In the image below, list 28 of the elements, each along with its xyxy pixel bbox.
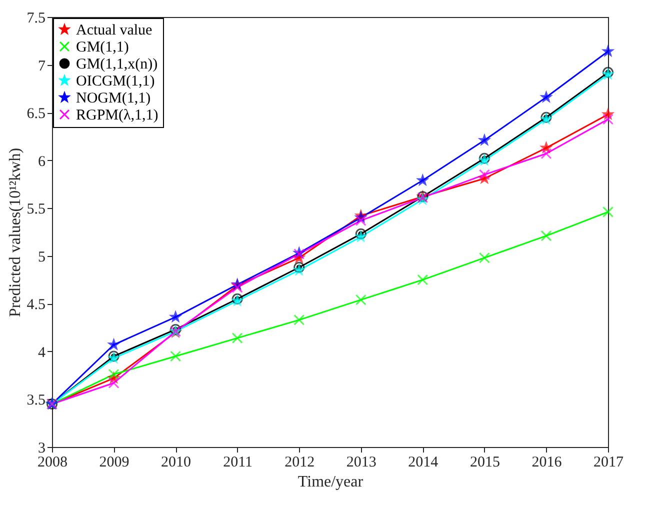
x-tick-label: 2013 bbox=[346, 454, 376, 470]
y-tick-label: 6 bbox=[38, 154, 46, 170]
x-tick-label: 2011 bbox=[223, 454, 253, 470]
y-axis-title: Predicted values(10¹²kwh) bbox=[6, 148, 24, 318]
legend-label: NOGM(1,1) bbox=[76, 90, 151, 106]
legend-label: RGPM(λ,1,1) bbox=[76, 108, 158, 124]
x-tick-label: 2010 bbox=[161, 454, 192, 470]
legend-label: OICGM(1,1) bbox=[76, 74, 155, 90]
x-tick-label: 2008 bbox=[38, 454, 68, 470]
legend-label: GM(1,1,x(n)) bbox=[76, 56, 158, 72]
y-tick-label: 7 bbox=[38, 58, 46, 74]
legend-label: Actual value bbox=[76, 22, 153, 38]
y-tick-label: 7.5 bbox=[26, 10, 46, 26]
y-tick-label: 6.5 bbox=[26, 106, 46, 122]
y-tick-label: 4 bbox=[38, 344, 46, 361]
x-tick-label: 2014 bbox=[408, 454, 439, 470]
x-tick-label: 2009 bbox=[99, 454, 130, 470]
y-tick-label: 3.5 bbox=[26, 392, 46, 409]
y-tick-label: 4.5 bbox=[26, 297, 46, 314]
y-tick-label: 5 bbox=[38, 249, 46, 266]
legend-label: GM(1,1) bbox=[76, 40, 129, 56]
y-tick-label: 5.5 bbox=[26, 202, 46, 218]
y-tick-label: 3 bbox=[38, 440, 46, 456]
x-tick-label: 2016 bbox=[532, 454, 562, 470]
x-tick-label: 2012 bbox=[284, 454, 315, 470]
x-tick-label: 2017 bbox=[594, 454, 624, 470]
x-axis-title: Time/year bbox=[298, 474, 364, 490]
x-tick-label: 2015 bbox=[470, 454, 500, 470]
